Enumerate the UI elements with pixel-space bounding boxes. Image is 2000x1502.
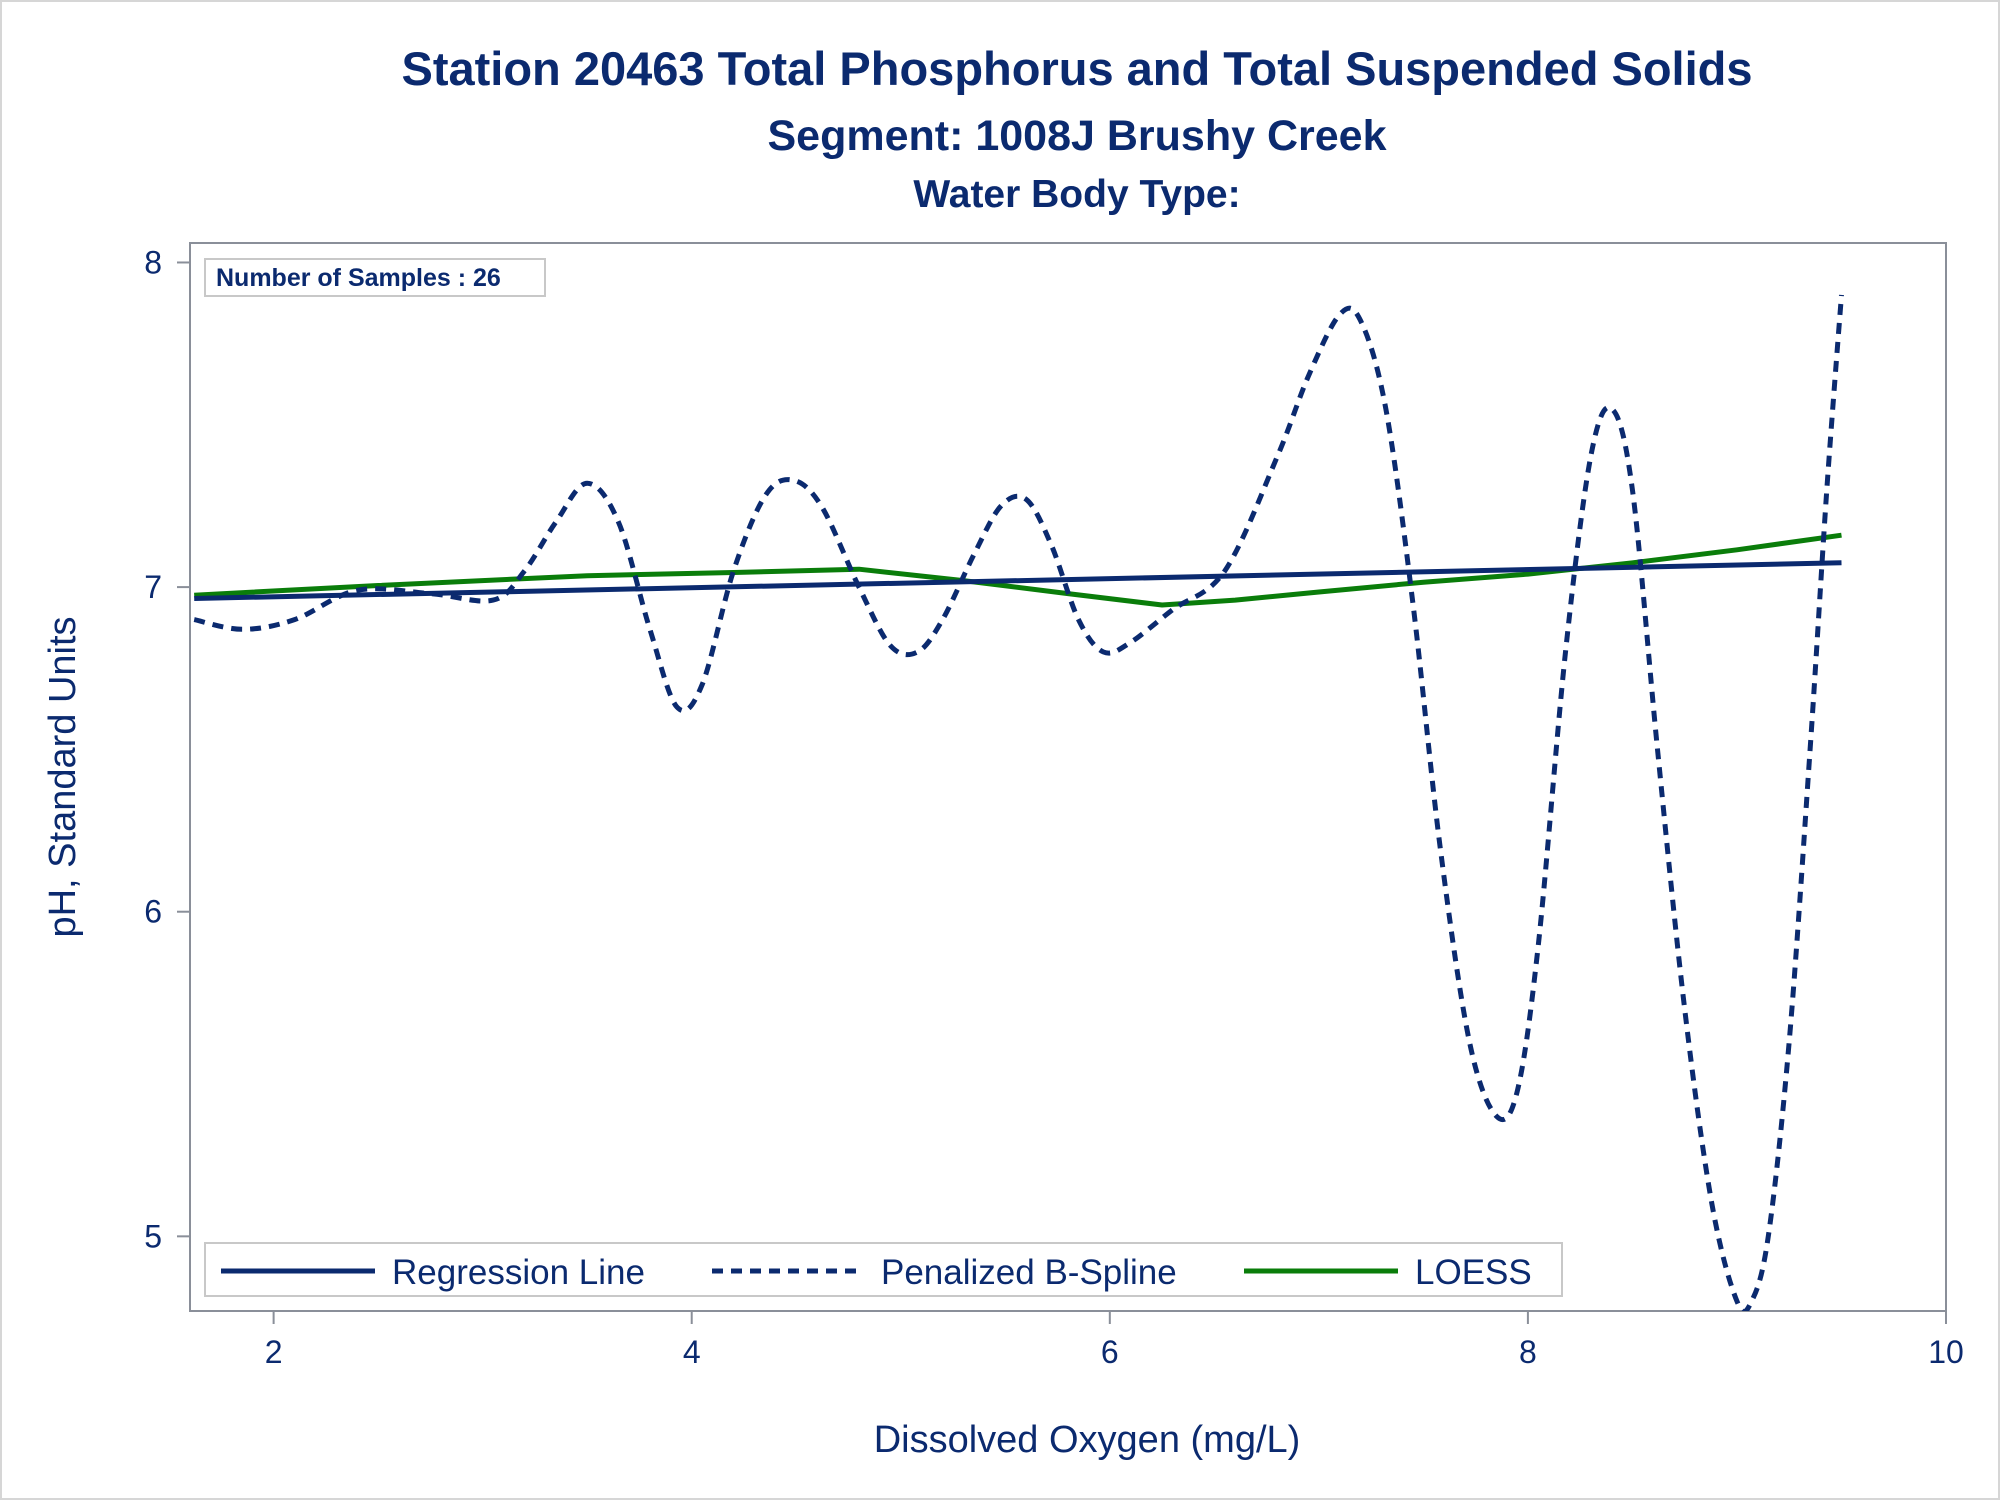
y-tick-label: 5 [144,1218,162,1254]
x-tick-label: 2 [265,1334,283,1370]
x-tick-label: 4 [683,1334,701,1370]
axis-layer: 2 4 6 8 10 5 6 7 8 [144,244,1964,1370]
chart-subtitle2: Water Body Type: [913,173,1240,216]
legend-label-loess: LOESS [1415,1253,1532,1292]
series-line-regression-line [194,560,1842,601]
chart-title: Station 20463 Total Phosphorus and Total… [402,42,1753,95]
y-tick-label: 8 [144,244,162,280]
plot-area [189,242,1947,1312]
series-line-penalized-b-spline [193,294,1844,1311]
y-axis-label: pH, Standard Units [42,616,84,937]
y-tick-label: 7 [144,569,162,605]
x-axis-label: Dissolved Oxygen (mg/L) [874,1419,1301,1461]
legend: Regression Line Penalized B-Spline LOESS [204,1242,1563,1297]
legend-label-regression: Regression Line [392,1253,645,1292]
sample-count-inset: Number of Samples : 26 [204,258,546,297]
sample-count-box [204,258,546,297]
series-layer [193,294,1844,1311]
legend-label-spline: Penalized B-Spline [881,1253,1177,1292]
chart-subtitle: Segment: 1008J Brushy Creek [767,112,1386,160]
x-tick-label: 8 [1519,1334,1537,1370]
x-tick-label: 10 [1928,1334,1964,1370]
x-tick-label: 6 [1101,1334,1119,1370]
y-tick-label: 6 [144,894,162,930]
sample-count-text: Number of Samples : 26 [216,264,501,292]
